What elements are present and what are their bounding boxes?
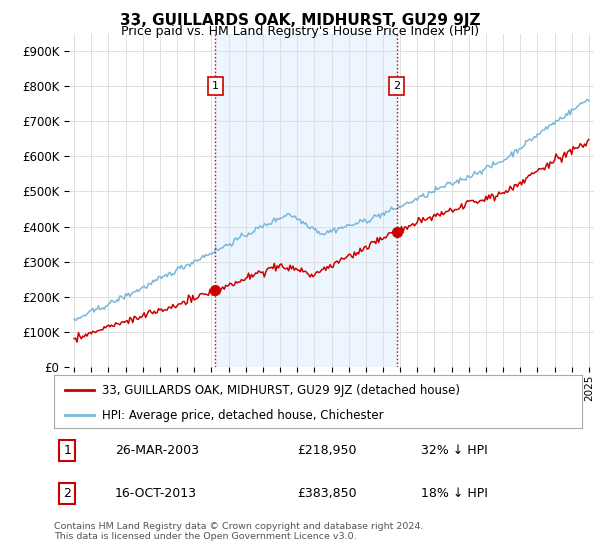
Text: 33, GUILLARDS OAK, MIDHURST, GU29 9JZ (detached house): 33, GUILLARDS OAK, MIDHURST, GU29 9JZ (d… (101, 384, 460, 396)
Text: £218,950: £218,950 (297, 444, 356, 457)
Text: HPI: Average price, detached house, Chichester: HPI: Average price, detached house, Chic… (101, 409, 383, 422)
Text: Price paid vs. HM Land Registry's House Price Index (HPI): Price paid vs. HM Land Registry's House … (121, 25, 479, 38)
Text: 2: 2 (63, 487, 71, 500)
Bar (215, 34, 397, 367)
Text: 2: 2 (393, 81, 400, 91)
Text: 1: 1 (63, 444, 71, 457)
Text: 18% ↓ HPI: 18% ↓ HPI (421, 487, 488, 500)
Text: Contains HM Land Registry data © Crown copyright and database right 2024.
This d: Contains HM Land Registry data © Crown c… (54, 522, 424, 542)
Text: 16-OCT-2013: 16-OCT-2013 (115, 487, 197, 500)
Text: 33, GUILLARDS OAK, MIDHURST, GU29 9JZ: 33, GUILLARDS OAK, MIDHURST, GU29 9JZ (120, 13, 480, 28)
Text: 32% ↓ HPI: 32% ↓ HPI (421, 444, 488, 457)
Text: £383,850: £383,850 (297, 487, 356, 500)
Text: 1: 1 (212, 81, 219, 91)
Text: 26-MAR-2003: 26-MAR-2003 (115, 444, 199, 457)
